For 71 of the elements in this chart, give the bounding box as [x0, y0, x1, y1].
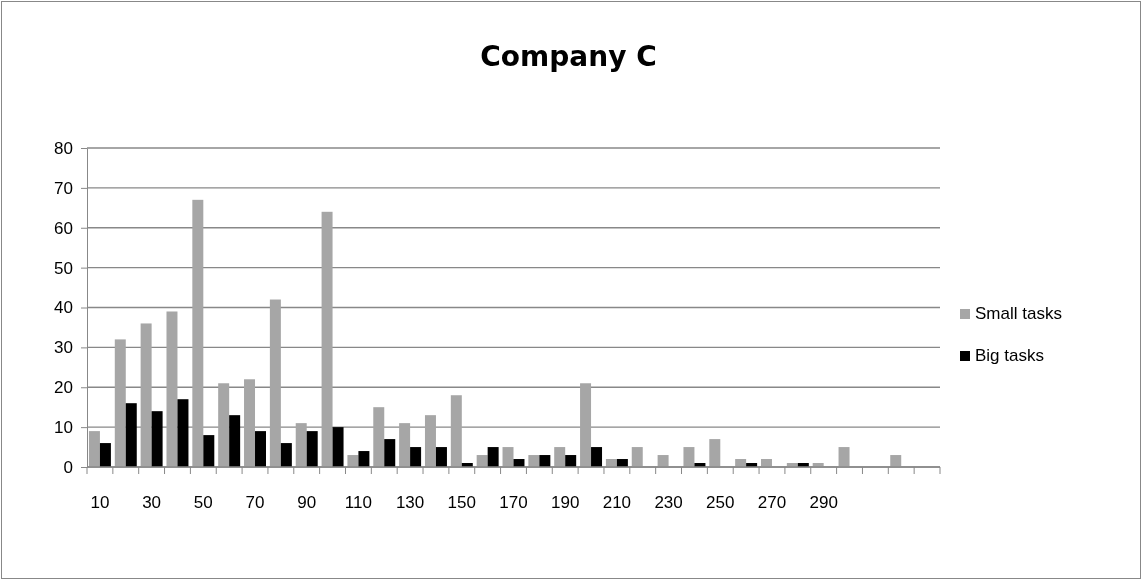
bar: [450, 395, 462, 467]
bar: [280, 443, 292, 467]
bar: [203, 435, 215, 467]
y-tick-label: 70: [54, 178, 73, 198]
bar: [295, 423, 307, 467]
x-tick-label: 70: [245, 493, 265, 512]
x-tick-label: 190: [551, 493, 580, 512]
bar: [244, 379, 256, 467]
y-tick-label: 50: [54, 258, 73, 278]
x-tick-label: 230: [654, 493, 683, 512]
bar: [591, 447, 603, 467]
x-tick-label: 30: [142, 493, 162, 512]
bar: [838, 447, 850, 467]
x-tick-label: 90: [297, 493, 317, 512]
bar: [321, 211, 333, 467]
bar: [399, 423, 411, 467]
bar: [166, 311, 178, 467]
bar: [218, 383, 230, 467]
bar: [114, 339, 126, 467]
bar: [255, 431, 266, 467]
x-tick-label: 270: [757, 493, 787, 512]
bar: [347, 455, 359, 467]
bar: [580, 383, 592, 467]
bar: [476, 455, 488, 467]
x-tick-label: 210: [602, 493, 632, 512]
x-tick-label: 250: [706, 493, 735, 512]
bar: [435, 447, 447, 467]
legend-label: Big tasks: [975, 346, 1044, 365]
x-tick-label: 130: [395, 493, 425, 512]
y-tick-label: 40: [54, 298, 73, 318]
bar: [683, 447, 695, 467]
bar: [502, 447, 514, 467]
y-tick-label: 30: [54, 338, 73, 358]
bar: [709, 439, 721, 467]
y-tick-label: 80: [54, 138, 73, 158]
bar: [487, 447, 499, 467]
bar: [192, 199, 204, 467]
bar: [890, 455, 902, 467]
x-tick-label: 110: [344, 493, 372, 512]
bar: [410, 447, 422, 467]
bar: [554, 447, 566, 467]
bar: [125, 403, 137, 467]
y-tick-label: 20: [54, 378, 73, 398]
bar: [565, 455, 577, 467]
x-tick-label: 290: [809, 493, 838, 512]
bar: [373, 407, 385, 467]
bar: [99, 443, 111, 467]
x-tick-label: 170: [499, 493, 528, 512]
y-tick-label: 60: [54, 218, 73, 238]
chart-title: Company C: [480, 40, 657, 73]
bar: [140, 323, 152, 467]
bar: [306, 431, 318, 467]
y-tick-label: 0: [63, 457, 73, 477]
bar: [631, 447, 643, 467]
legend-label: Small tasks: [975, 304, 1062, 323]
bar: [88, 431, 100, 467]
bar: [657, 455, 669, 467]
x-tick-label: 50: [193, 493, 213, 512]
bar: [539, 455, 551, 467]
bar: [269, 299, 281, 467]
x-tick-label: 150: [447, 493, 476, 512]
bar: [151, 411, 163, 467]
y-tick-label: 10: [54, 418, 73, 438]
bar: [332, 427, 344, 467]
bar: [358, 451, 370, 467]
x-tick-label: 10: [90, 493, 110, 512]
bar: [229, 415, 241, 467]
bar: [424, 415, 436, 467]
bar: [528, 455, 540, 467]
bar: [177, 399, 189, 467]
bar: [384, 439, 396, 467]
